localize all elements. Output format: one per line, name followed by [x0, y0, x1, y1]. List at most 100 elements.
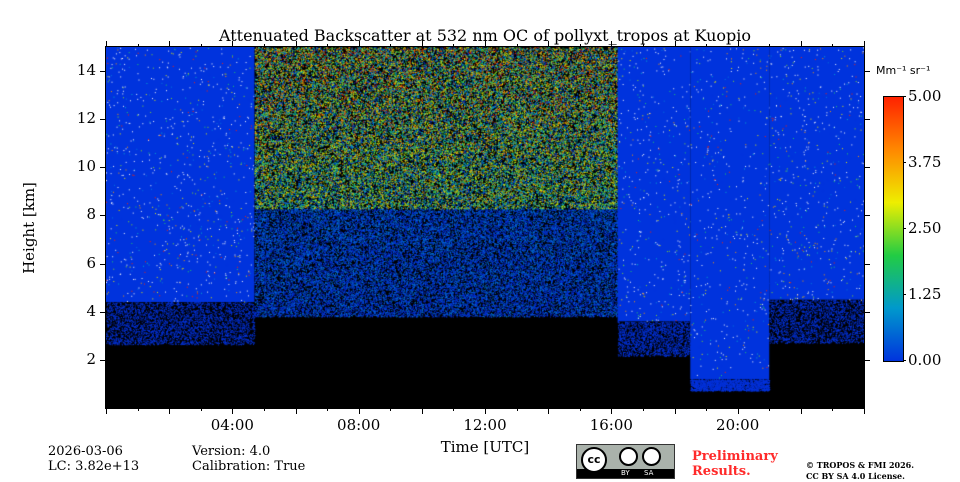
x-tick-top [800, 41, 802, 47]
x-tick [832, 408, 834, 411]
colorbar-tick [902, 360, 906, 361]
x-tick [516, 408, 518, 411]
sa-icon [642, 447, 661, 466]
x-tick-top [453, 44, 455, 47]
x-tick [358, 408, 360, 414]
y-tick-label: 4 [86, 301, 96, 320]
y-tick-label: 12 [76, 109, 96, 128]
colorbar-unit: Mm⁻¹ sr⁻¹ [876, 64, 931, 77]
by-icon [619, 447, 638, 466]
x-tick [642, 408, 644, 411]
x-tick-top [327, 44, 329, 47]
x-tick-top [169, 41, 171, 47]
x-axis-label: Time [UTC] [440, 438, 530, 456]
x-tick-top [263, 44, 265, 47]
y-tick-label: 8 [86, 205, 96, 224]
x-tick-top [137, 44, 139, 47]
y-tick-right [864, 215, 870, 217]
x-tick-top [706, 44, 708, 47]
y-tick [100, 167, 106, 169]
y-tick-label: 10 [76, 157, 96, 176]
preliminary-line1: Preliminary [692, 449, 778, 464]
x-tick-top [611, 41, 613, 47]
x-tick-top [200, 44, 202, 47]
lc-text: LC: 3.82e+13 [48, 459, 140, 474]
cc-icon: cc [581, 447, 607, 473]
y-tick [100, 71, 106, 73]
meta-right: Version: 4.0 Calibration: True [192, 444, 305, 474]
by-text: BY [621, 469, 630, 477]
colorbar-tick [902, 96, 906, 97]
copyright-line2: CC BY SA 4.0 License. [806, 471, 905, 481]
x-tick-top [485, 41, 486, 47]
x-tick [737, 408, 739, 414]
sa-text: SA [644, 469, 654, 477]
x-tick [232, 408, 234, 414]
x-tick [295, 408, 297, 414]
copyright-line1: © TROPOS & FMI 2026. [806, 460, 915, 470]
x-tick [674, 408, 676, 414]
chart-title: Attenuated Backscatter at 532 nm OC of p… [218, 26, 752, 45]
x-tick-top [106, 41, 107, 47]
y-tick [100, 311, 106, 313]
y-tick-right [864, 311, 870, 313]
x-tick [421, 408, 423, 414]
backscatter-heatmap [106, 47, 864, 408]
x-tick [548, 408, 550, 414]
y-tick [100, 359, 106, 361]
x-tick-label: 12:00 [463, 416, 507, 434]
x-tick-top [421, 41, 423, 47]
colorbar-tick [902, 228, 906, 229]
x-tick-top [548, 41, 550, 47]
x-tick-top [295, 41, 297, 47]
x-tick [453, 408, 455, 411]
x-tick-label: 16:00 [589, 416, 633, 434]
y-tick-right [864, 119, 870, 121]
y-tick-right [864, 167, 870, 169]
x-tick-top [769, 44, 771, 47]
y-tick [100, 119, 106, 121]
x-tick-top [737, 41, 739, 47]
x-tick-top [642, 44, 644, 47]
x-tick [611, 408, 613, 414]
x-tick-top [232, 41, 234, 47]
x-tick [769, 408, 771, 411]
y-tick-label: 14 [76, 61, 96, 80]
meta-left: 2026-03-06 LC: 3.82e+13 [48, 444, 139, 474]
x-tick-top [358, 41, 360, 47]
date-text: 2026-03-06 [48, 444, 123, 459]
x-tick [263, 408, 265, 411]
y-tick-right [864, 263, 870, 265]
x-tick-top [864, 41, 865, 47]
version-text: Version: 4.0 [192, 444, 271, 459]
x-tick-label: 04:00 [210, 416, 254, 434]
x-tick [390, 408, 392, 411]
y-tick-right [864, 71, 870, 73]
x-tick [800, 408, 802, 414]
x-tick [579, 408, 581, 411]
y-tick-right [864, 359, 870, 361]
colorbar-tick-label: 0.00 [908, 351, 942, 369]
x-tick [106, 408, 107, 414]
x-tick [327, 408, 329, 411]
colorbar-tick [902, 294, 906, 295]
y-tick-label: 2 [86, 349, 96, 368]
x-tick [706, 408, 708, 411]
cc-license-logo: cc BY SA [576, 444, 675, 479]
colorbar-tick [902, 162, 906, 163]
x-tick [864, 408, 865, 414]
preliminary-line2: Results. [692, 464, 751, 479]
preliminary-notice: Preliminary Results. [692, 449, 778, 479]
x-tick-label: 08:00 [337, 416, 381, 434]
x-tick-top [832, 44, 834, 47]
colorbar-tick-label: 5.00 [908, 87, 942, 105]
colorbar-tick-label: 1.25 [908, 285, 942, 303]
x-tick-top [674, 41, 676, 47]
x-tick-top [516, 44, 518, 47]
y-tick [100, 215, 106, 217]
calibration-text: Calibration: True [192, 459, 306, 474]
copyright: © TROPOS & FMI 2026. CC BY SA 4.0 Licens… [806, 460, 914, 482]
x-tick [169, 408, 171, 414]
y-tick-label: 6 [86, 253, 96, 272]
x-tick [200, 408, 202, 411]
